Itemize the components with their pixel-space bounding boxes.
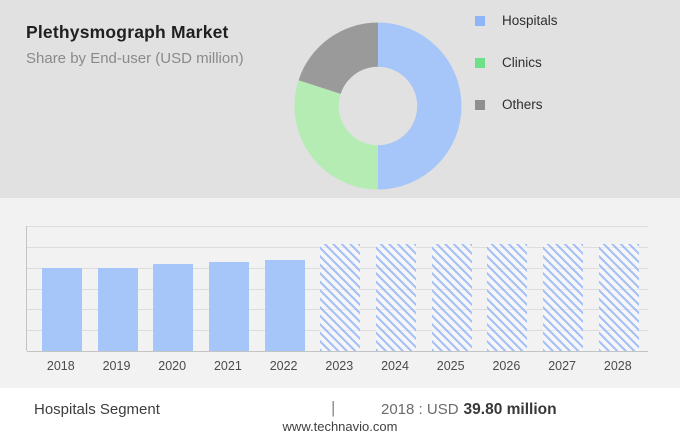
legend-swatch-icon: [475, 57, 485, 68]
bar-2020: [153, 264, 194, 351]
bar-2018: [41, 268, 82, 351]
legend-swatch-icon: [475, 99, 485, 110]
donut-slice-others: [298, 22, 378, 94]
footer-value-prefix: 2018 : USD: [381, 401, 459, 418]
website-url: www.technavio.com: [282, 419, 398, 434]
legend-label: Others: [502, 97, 543, 112]
gridline: [27, 226, 648, 227]
bar-2026-forecast: [487, 244, 528, 351]
bar-plot: [26, 226, 648, 352]
x-tick-2026: 2026: [492, 359, 521, 373]
x-tick-2020: 2020: [158, 359, 187, 373]
bar-2027-forecast: [543, 244, 584, 351]
x-tick-2027: 2027: [548, 359, 576, 373]
bar-2022: [264, 259, 305, 351]
x-tick-2021: 2021: [213, 359, 242, 373]
segment-label: Hospitals Segment: [34, 401, 160, 418]
bar-2028-forecast: [598, 244, 639, 351]
footer-value-bold: 39.80 million: [463, 401, 557, 418]
x-tick-2028: 2028: [603, 359, 632, 373]
legend-swatch-icon: [475, 15, 485, 26]
page-subtitle: Share by End-user (USD million): [26, 50, 244, 67]
legend-item-hospitals: Hospitals: [475, 13, 558, 28]
x-tick-2019: 2019: [102, 359, 131, 373]
legend-label: Hospitals: [502, 13, 558, 28]
legend-item-clinics: Clinics: [475, 55, 558, 70]
x-tick-2018: 2018: [46, 359, 75, 373]
chart-legend: Hospitals Clinics Others: [475, 13, 558, 112]
x-tick-2023: 2023: [325, 359, 354, 373]
bar-2019: [97, 267, 138, 351]
bar-chart-section: 2018 2019 2020 2021 2022 2023 2024 2025 2026 2027…: [0, 198, 680, 388]
x-tick-2024: 2024: [381, 359, 409, 373]
x-tick-2022: 2022: [269, 359, 298, 373]
header-section: Plethysmograph Market Share by End-user …: [0, 0, 680, 198]
footer-value: 2018 : USD 39.80 million: [381, 401, 557, 419]
bar-2025-forecast: [431, 244, 472, 351]
page-title: Plethysmograph Market: [26, 22, 229, 42]
bar-2024-forecast: [376, 244, 416, 351]
donut-slice-clinics: [294, 80, 378, 190]
footer-separator: |: [331, 398, 336, 417]
legend-label: Clinics: [502, 55, 542, 70]
footer: Hospitals Segment | 2018 : USD 39.80 mill…: [0, 388, 680, 440]
donut-chart: [294, 22, 462, 190]
bar-2023-forecast: [320, 244, 361, 351]
donut-slice-hospitals: [378, 22, 462, 190]
bar-2021: [208, 262, 249, 351]
x-axis-labels: 2018 2019 2020 2021 2022 2023 2024 2025 2026 2027…: [0, 359, 680, 377]
x-tick-2025: 2025: [436, 359, 465, 373]
x-axis-line: [27, 351, 648, 352]
legend-item-others: Others: [475, 97, 558, 112]
